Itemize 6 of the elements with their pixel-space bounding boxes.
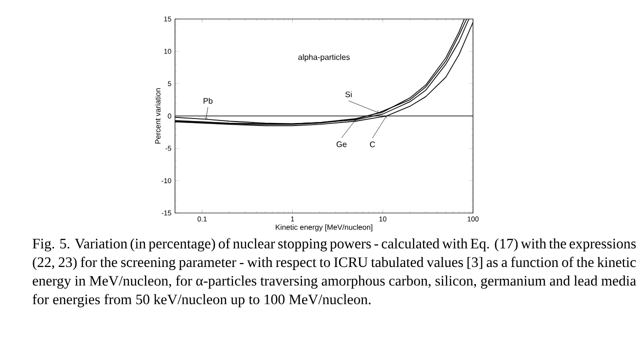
legend-label: Ge [336,141,347,148]
text: C [370,142,376,148]
text: Si [345,91,352,98]
caption: Fig. 5. Variation (in percentage) of nuclear stopping powers - calculated with Eq. (17) with the expressions (22, 23) for the screening parameter - with respect to ICRU tabulated values [3] as a function of the kinetic energy in MeV/nucleon, for α-particles traversing amorphous carbon, silicon, germanium and lead media for energies from 50 keV/nucleon up to 100 MeV/nucleon. [32,238,636,308]
series-label: Pb [204,98,212,104]
annotation: alpha-particles [298,54,350,62]
